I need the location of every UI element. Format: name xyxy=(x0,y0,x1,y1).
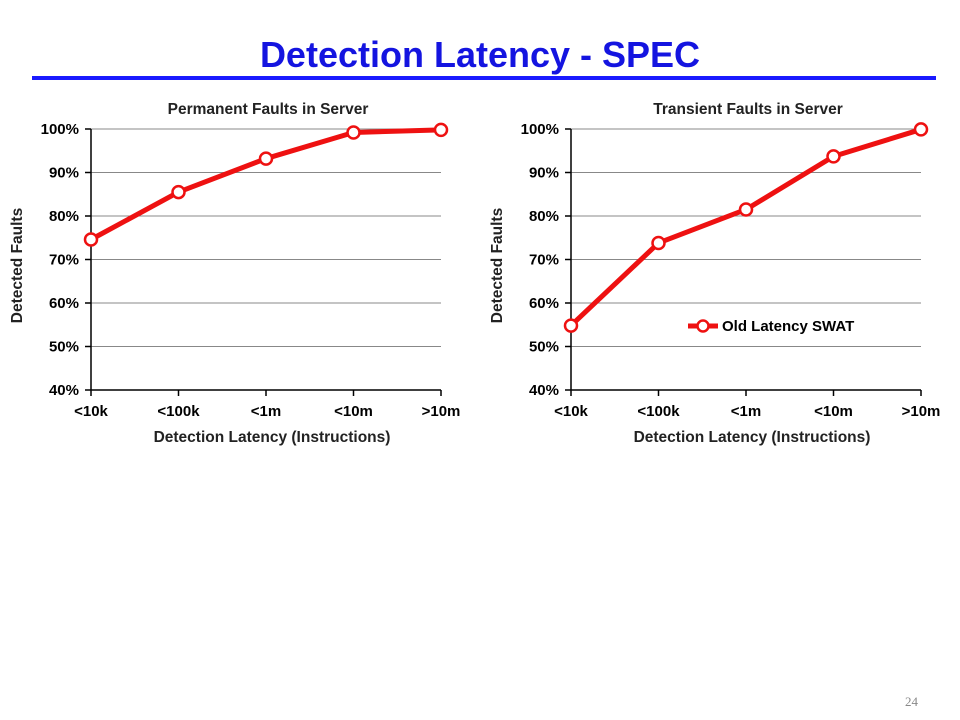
transient-y-axis-label: Detected Faults xyxy=(489,208,506,323)
transient-y-tick-label: 40% xyxy=(529,382,559,399)
transient-legend: Old Latency SWAT xyxy=(688,318,854,335)
permanent-x-axis-label: Detection Latency (Instructions) xyxy=(154,429,391,446)
transient-x-tick-label: >10m xyxy=(902,403,941,420)
permanent-x-tick-label: <1m xyxy=(251,403,281,420)
transient-data-point xyxy=(563,318,579,333)
legend-swatch-marker xyxy=(696,319,710,333)
transient-y-tick-label: 70% xyxy=(529,252,559,269)
permanent-y-tick-label: 90% xyxy=(49,165,79,182)
transient-y-tick-label: 50% xyxy=(529,339,559,356)
transient-data-point xyxy=(826,149,841,164)
transient-y-tick-label: 80% xyxy=(529,208,559,225)
transient-data-point xyxy=(651,235,666,251)
transient-x-axis-label: Detection Latency (Instructions) xyxy=(634,429,871,446)
permanent-data-point xyxy=(171,184,186,200)
slide-title: Detection Latency - SPEC xyxy=(259,34,701,75)
transient-data-point xyxy=(738,202,754,217)
transient-chart-title: Transient Faults in Server xyxy=(653,101,843,118)
permanent-data-point xyxy=(346,125,361,140)
transient-x-tick-label: <10m xyxy=(814,403,853,420)
permanent-y-axis-label: Detected Faults xyxy=(9,208,26,323)
transient-x-tick-label: <1m xyxy=(731,403,761,420)
page-number: 24 xyxy=(905,694,918,709)
permanent-series-line xyxy=(89,127,442,242)
permanent-data-point xyxy=(433,122,449,138)
transient-x-tick-label: <10k xyxy=(554,403,588,420)
permanent-y-tick-label: 70% xyxy=(49,252,79,269)
permanent-faults-chart: Permanent Faults in Server 40% 50% 60% 70% 80… xyxy=(9,101,461,446)
permanent-y-tick-label: 60% xyxy=(49,295,79,312)
permanent-data-point xyxy=(83,232,99,247)
permanent-data-point xyxy=(258,151,274,166)
permanent-x-tick-label: <100k xyxy=(157,403,200,420)
legend-label: Old Latency SWAT xyxy=(722,318,854,335)
permanent-x-tick-label: <10k xyxy=(74,403,108,420)
permanent-chart-title: Permanent Faults in Server xyxy=(168,101,369,118)
permanent-y-tick-label: 80% xyxy=(49,208,79,225)
transient-y-tick-label: 90% xyxy=(529,165,559,182)
transient-data-point xyxy=(913,122,929,137)
transient-y-tick-label: 100% xyxy=(521,121,559,138)
title-underline xyxy=(32,76,936,80)
permanent-x-tick-label: >10m xyxy=(422,403,461,420)
permanent-y-tick-label: 40% xyxy=(49,382,79,399)
permanent-x-tick-label: <10m xyxy=(334,403,373,420)
transient-faults-chart: Transient Faults in Server 40% 50% 60% 70% 80… xyxy=(489,101,941,446)
transient-series-line xyxy=(569,127,922,328)
transient-y-tick-label: 60% xyxy=(529,295,559,312)
permanent-y-tick-label: 50% xyxy=(49,339,79,356)
transient-x-tick-label: <100k xyxy=(637,403,680,420)
permanent-y-tick-label: 100% xyxy=(41,121,79,138)
